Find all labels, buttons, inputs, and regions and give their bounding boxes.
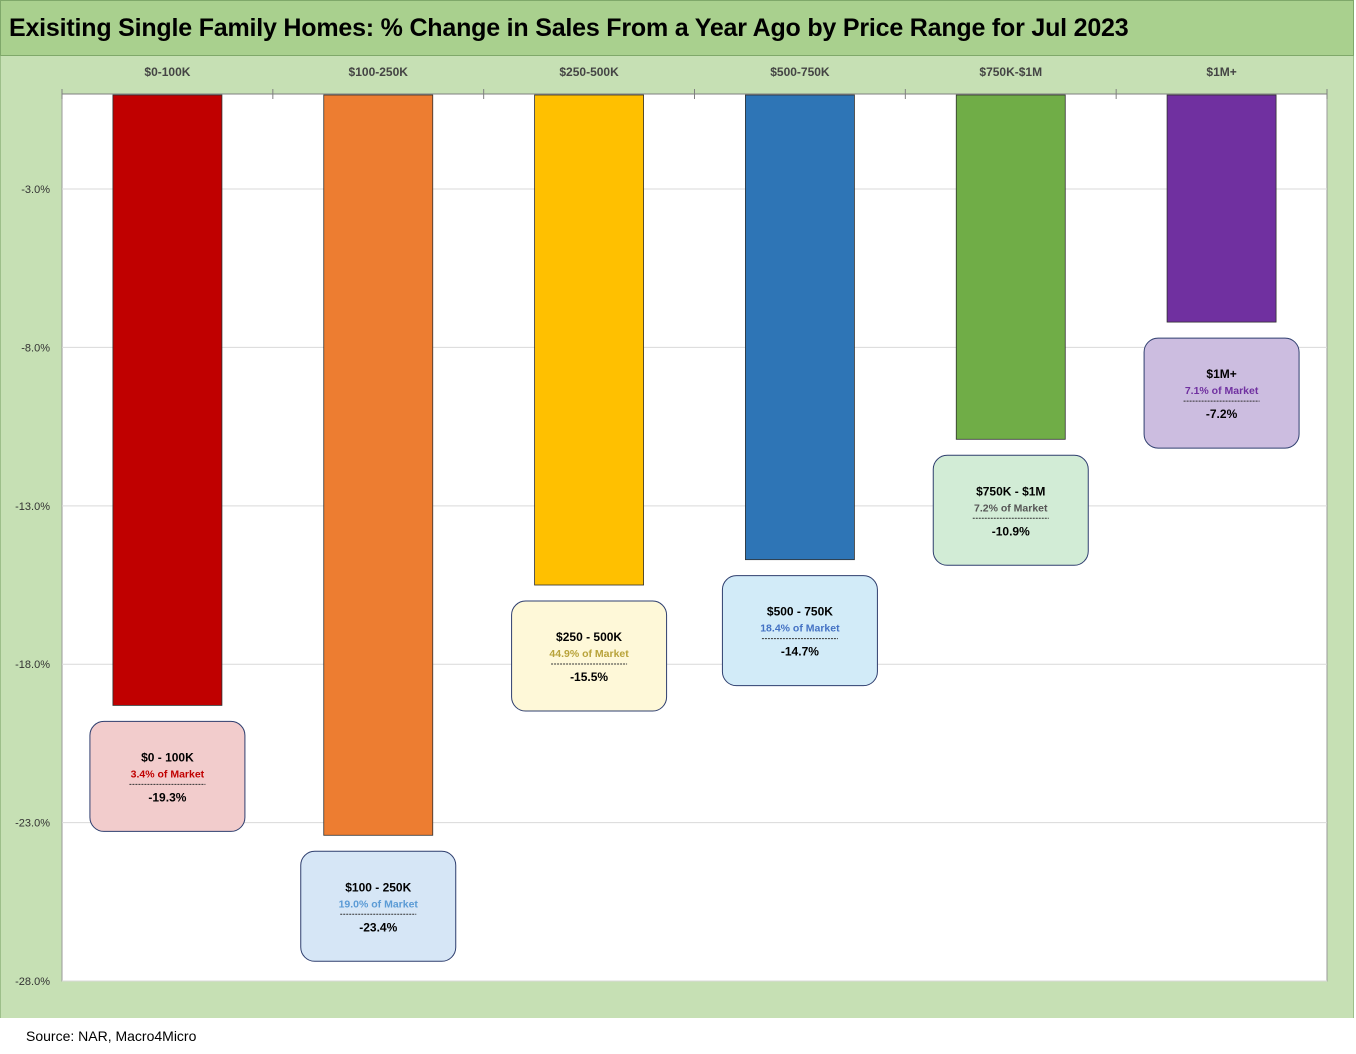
data-label-title: $1M+ <box>1206 367 1236 381</box>
x-category-label: $100-250K <box>349 65 409 79</box>
data-label-value: -15.5% <box>570 670 608 684</box>
y-tick-label: -28.0% <box>15 976 50 988</box>
data-label-value: -10.9% <box>992 524 1030 538</box>
y-tick-label: -13.0% <box>15 501 50 513</box>
data-label-title: $750K - $1M <box>976 484 1045 498</box>
data-label-box-background <box>89 720 246 832</box>
annotation-boxes: $0 - 100K 3.4% of Market -19.3% $100 - 250K… <box>89 337 1300 962</box>
data-label-box: $750K - $1M 7.2% of Market -10.9% <box>932 454 1089 566</box>
bar <box>745 94 855 561</box>
data-label-title: $500 - 750K <box>767 605 833 619</box>
x-category-label: $500-750K <box>770 65 830 79</box>
bar <box>534 94 644 586</box>
data-label-title: $250 - 500K <box>556 630 622 644</box>
data-label-box: $100 - 250K 19.0% of Market -23.4% <box>300 850 457 962</box>
data-label-box: $0 - 100K 3.4% of Market -19.3% <box>89 720 246 832</box>
data-label-box-background <box>932 454 1089 566</box>
data-label-value: -19.3% <box>148 790 186 804</box>
data-label-share: 44.9% of Market <box>549 648 629 660</box>
data-label-value: -23.4% <box>359 920 397 934</box>
data-label-box-background <box>300 850 457 962</box>
data-label-box: $250 - 500K 44.9% of Market -15.5% <box>511 600 668 712</box>
data-label-box: $1M+ 7.1% of Market -7.2% <box>1143 337 1300 449</box>
data-label-value: -14.7% <box>781 645 819 659</box>
y-tick-label: -23.0% <box>15 818 50 830</box>
chart-title: Exisiting Single Family Homes: % Change … <box>9 14 1129 42</box>
bar <box>323 94 434 836</box>
y-tick-label: -8.0% <box>21 342 50 354</box>
x-category-label: $0-100K <box>144 65 190 79</box>
x-category-label: $750K-$1M <box>979 65 1042 79</box>
x-category-label: $1M+ <box>1206 65 1236 79</box>
data-label-share: 3.4% of Market <box>131 768 205 780</box>
plot-area <box>61 93 1328 982</box>
bar <box>1166 94 1277 323</box>
data-label-box-background <box>1143 337 1300 449</box>
data-label-value: -7.2% <box>1206 407 1238 421</box>
data-label-share: 19.0% of Market <box>339 898 419 910</box>
data-label-share: 7.2% of Market <box>974 502 1048 514</box>
data-label-box-background <box>511 600 668 712</box>
x-category-label: $250-500K <box>559 65 619 79</box>
bar <box>955 94 1066 440</box>
data-label-box-background <box>721 575 878 687</box>
bar <box>112 94 223 706</box>
title-bar: Exisiting Single Family Homes: % Change … <box>0 0 1354 56</box>
y-tick-label: -18.0% <box>15 659 50 671</box>
data-label-title: $100 - 250K <box>345 880 411 894</box>
axes: -3.0% -8.0% -13.0% -18.0% -23.0% -28.0% $0-100… <box>15 65 1328 988</box>
data-label-share: 18.4% of Market <box>760 623 840 635</box>
bars <box>112 94 1277 836</box>
source-note: Source: NAR, Macro4Micro <box>26 1028 197 1044</box>
data-label-title: $0 - 100K <box>141 750 194 764</box>
y-tick-label: -3.0% <box>21 184 50 196</box>
gridlines <box>62 188 1327 982</box>
data-label-box: $500 - 750K 18.4% of Market -14.7% <box>721 575 878 687</box>
data-label-share: 7.1% of Market <box>1185 385 1259 397</box>
